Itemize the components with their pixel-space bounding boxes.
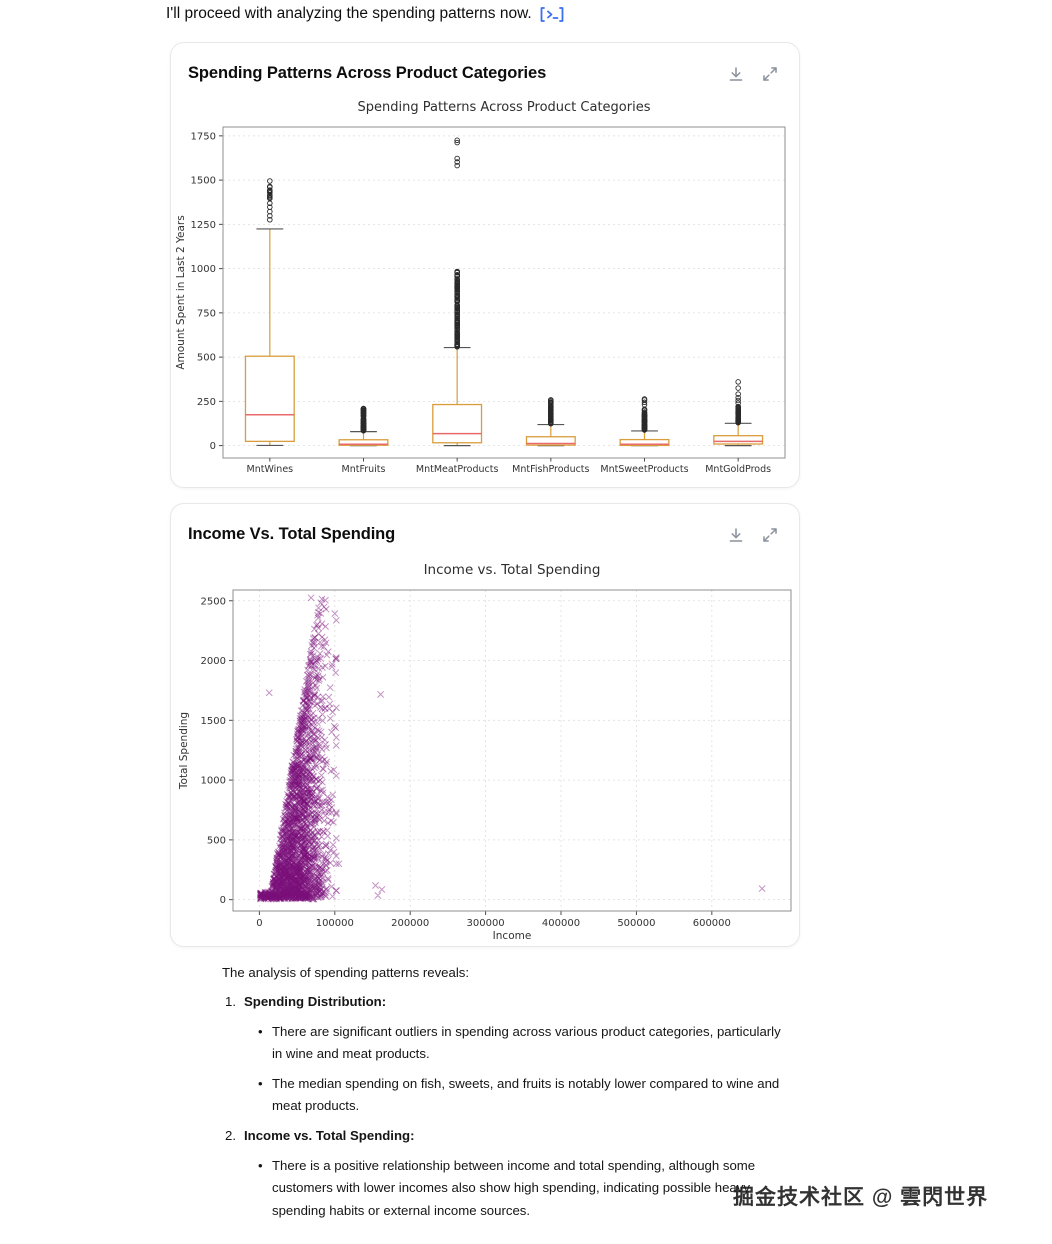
expand-icon[interactable]: [761, 65, 779, 83]
card-header: Spending Patterns Across Product Categor…: [171, 43, 799, 91]
svg-text:600000: 600000: [693, 918, 731, 929]
svg-text:1500: 1500: [191, 176, 216, 187]
card-actions: [727, 526, 779, 544]
svg-text:750: 750: [197, 308, 216, 319]
svg-text:250: 250: [197, 397, 216, 408]
download-icon[interactable]: [727, 526, 745, 544]
svg-text:1750: 1750: [191, 131, 216, 142]
svg-text:2500: 2500: [201, 596, 226, 607]
bullet-point: There are significant outliers in spendi…: [244, 1021, 784, 1066]
card-title: Income Vs. Total Spending: [188, 525, 396, 543]
svg-text:MntGoldProds: MntGoldProds: [705, 464, 771, 475]
card-actions: [727, 65, 779, 83]
svg-text:500: 500: [197, 353, 216, 364]
svg-text:1000: 1000: [201, 776, 226, 787]
svg-text:300000: 300000: [467, 918, 505, 929]
card-title: Spending Patterns Across Product Categor…: [188, 64, 547, 82]
svg-text:0: 0: [210, 441, 216, 452]
svg-text:Spending Patterns Across Produ: Spending Patterns Across Product Categor…: [358, 100, 651, 115]
bullet-point: The median spending on fish, sweets, and…: [244, 1073, 784, 1118]
assistant-message-text: I'll proceed with analyzing the spending…: [166, 5, 532, 22]
svg-text:MntWines: MntWines: [247, 464, 294, 475]
svg-text:0: 0: [256, 918, 262, 929]
bullet-text: The median spending on fish, sweets, and…: [272, 1075, 780, 1114]
svg-text:1500: 1500: [201, 716, 226, 727]
svg-text:200000: 200000: [391, 918, 429, 929]
scatter-chart: Income vs. Total Spending 0 500 1000 1500 200…: [178, 562, 792, 942]
boxplot-chart: Spending Patterns Across Product Categor…: [175, 100, 786, 475]
bullet-text: There is a positive relationship between…: [272, 1157, 756, 1218]
expand-icon[interactable]: [761, 526, 779, 544]
item-number: 1.: [225, 994, 236, 1010]
svg-text:MntSweetProducts: MntSweetProducts: [600, 464, 688, 475]
item-heading: Spending Distribution:: [244, 994, 387, 1010]
watermark: 掘金技术社区 @ 雲閃世界: [733, 1186, 989, 1209]
analysis-item-1: 1. Spending Distribution: There are sign…: [222, 991, 784, 1124]
chart-card-income-spending: Income Vs. Total Spending Income vs. Tot…: [170, 503, 800, 947]
analysis-text: The analysis of spending patterns reveal…: [222, 962, 784, 1230]
svg-text:MntFruits: MntFruits: [342, 464, 386, 475]
svg-text:Amount Spent in Last 2 Years: Amount Spent in Last 2 Years: [175, 215, 187, 369]
svg-text:100000: 100000: [316, 918, 354, 929]
svg-text:1000: 1000: [191, 264, 216, 275]
analysis-item-2: 2. Income vs. Total Spending: There is a…: [222, 1125, 784, 1229]
svg-text:2000: 2000: [201, 656, 226, 667]
svg-text:Total Spending: Total Spending: [178, 712, 190, 790]
analysis-intro: The analysis of spending patterns reveal…: [222, 965, 470, 980]
bullet-text: There are significant outliers in spendi…: [272, 1023, 781, 1062]
download-icon[interactable]: [727, 65, 745, 83]
svg-text:MntFishProducts: MntFishProducts: [512, 464, 589, 475]
chart-card-spending-patterns: Spending Patterns Across Product Categor…: [170, 42, 800, 488]
svg-text:MntMeatProducts: MntMeatProducts: [416, 464, 499, 475]
item-heading: Income vs. Total Spending:: [244, 1128, 415, 1144]
svg-text:500000: 500000: [617, 918, 655, 929]
item-number: 2.: [225, 1128, 236, 1144]
svg-text:400000: 400000: [542, 918, 580, 929]
svg-text:0: 0: [220, 895, 226, 906]
svg-text:1250: 1250: [191, 220, 216, 231]
svg-text:Income: Income: [493, 930, 532, 942]
bullet-point: There is a positive relationship between…: [244, 1155, 784, 1222]
assistant-message: I'll proceed with analyzing the spending…: [166, 5, 565, 23]
card-header: Income Vs. Total Spending: [171, 504, 799, 552]
svg-text:Income vs. Total Spending: Income vs. Total Spending: [424, 562, 601, 578]
code-reference-icon[interactable]: [539, 6, 565, 23]
svg-text:500: 500: [207, 835, 226, 846]
